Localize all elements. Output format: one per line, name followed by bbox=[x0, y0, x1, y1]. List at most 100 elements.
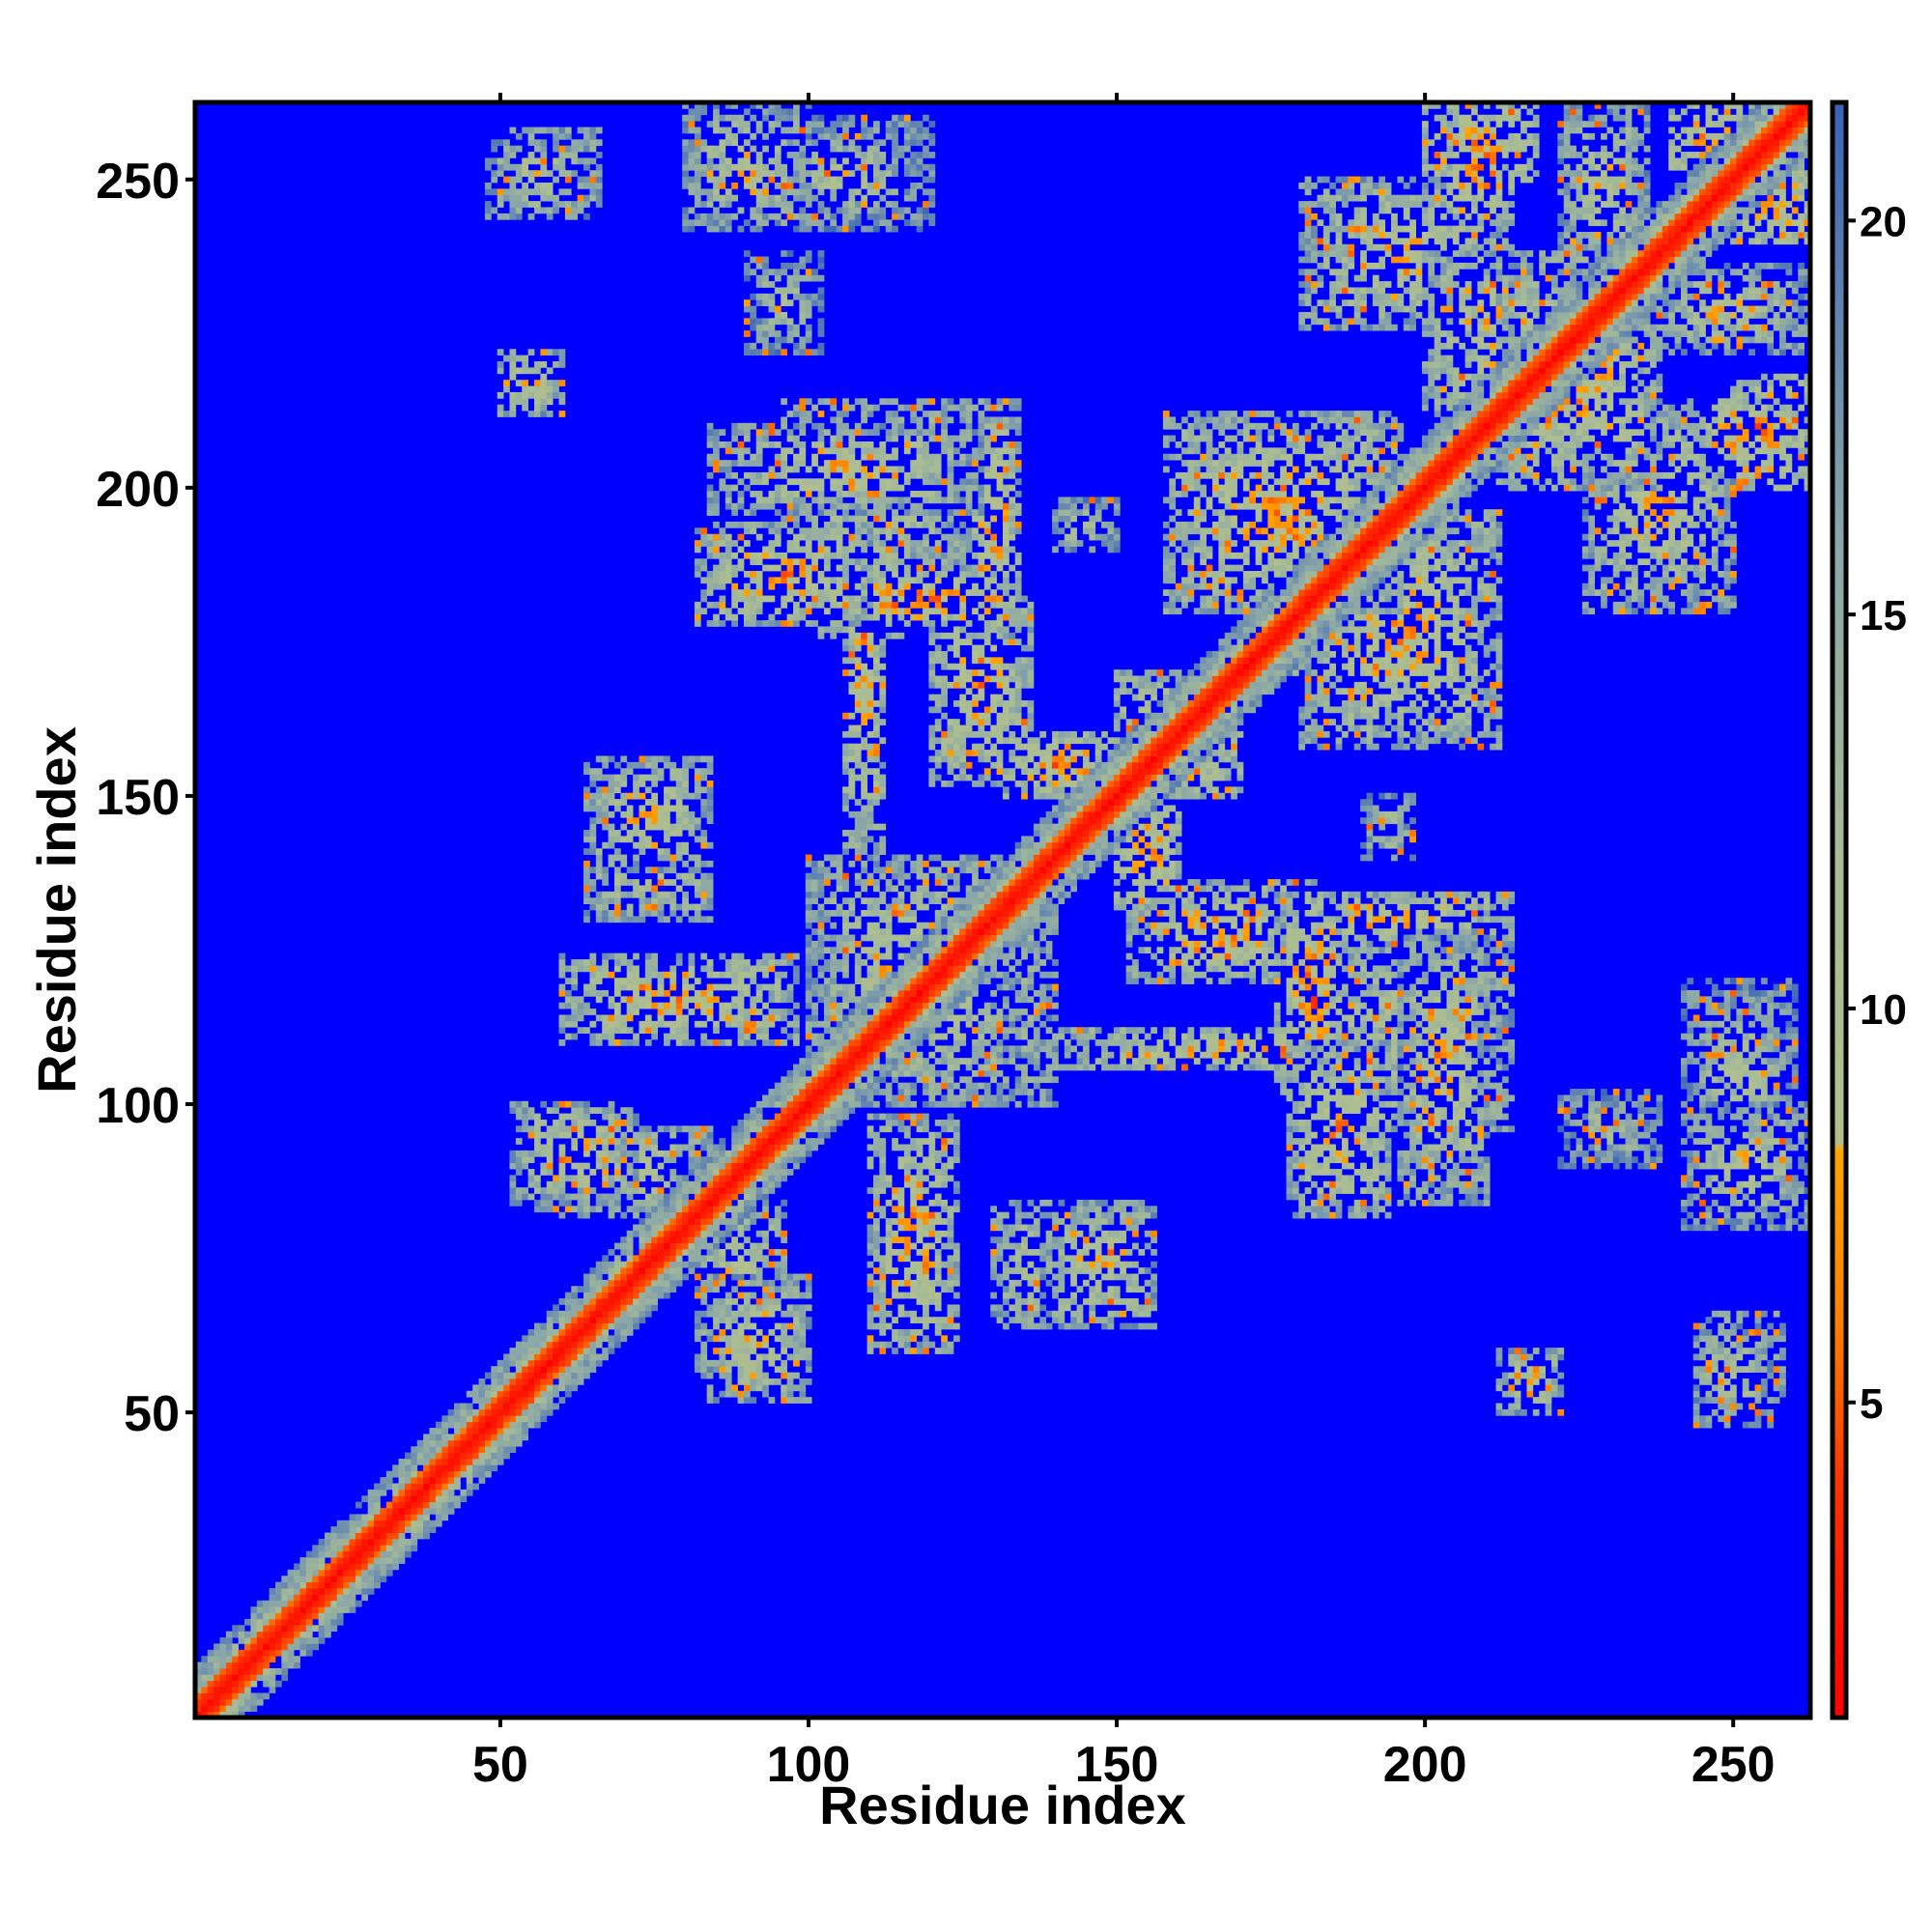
heatmap-cell bbox=[700, 577, 708, 584]
heatmap-cell bbox=[583, 1206, 590, 1213]
heatmap-cell bbox=[755, 1119, 763, 1126]
heatmap-cell bbox=[724, 971, 732, 979]
heatmap-cell bbox=[626, 1113, 634, 1121]
heatmap-cell bbox=[805, 478, 812, 486]
heatmap-cell bbox=[805, 502, 812, 510]
heatmap-cell bbox=[608, 1039, 615, 1046]
heatmap-cell bbox=[768, 1014, 776, 1022]
heatmap-cell bbox=[281, 1662, 289, 1669]
heatmap-cell bbox=[564, 213, 572, 220]
heatmap-cell bbox=[737, 521, 745, 528]
heatmap-cell bbox=[706, 201, 714, 208]
heatmap-cell bbox=[404, 1550, 412, 1558]
heatmap-cell bbox=[694, 540, 701, 547]
heatmap-cell bbox=[380, 1489, 387, 1496]
heatmap-cell bbox=[682, 1248, 689, 1256]
heatmap-cell bbox=[719, 1304, 726, 1312]
heatmap-cell bbox=[719, 152, 726, 158]
heatmap-cell bbox=[731, 983, 738, 991]
heatmap-cell bbox=[644, 903, 652, 911]
heatmap-cell bbox=[509, 1434, 517, 1441]
heatmap-cell bbox=[553, 127, 559, 134]
heatmap-cell bbox=[213, 1656, 220, 1662]
heatmap-cell bbox=[836, 478, 843, 486]
heatmap-cell bbox=[503, 1397, 510, 1404]
heatmap-cell bbox=[602, 1113, 609, 1121]
heatmap-cell bbox=[349, 1520, 356, 1527]
heatmap-cell bbox=[737, 1310, 745, 1318]
heatmap-cell bbox=[639, 1255, 646, 1263]
heatmap-cell bbox=[867, 903, 874, 911]
heatmap-cell bbox=[225, 1656, 233, 1662]
heatmap-cell bbox=[781, 1236, 788, 1244]
heatmap-cell bbox=[799, 152, 807, 158]
heatmap-cell bbox=[805, 971, 812, 979]
heatmap-cell bbox=[743, 1224, 751, 1232]
heatmap-cell bbox=[589, 1267, 597, 1274]
heatmap-cell bbox=[768, 1348, 776, 1354]
heatmap-cell bbox=[731, 484, 738, 492]
heatmap-cell bbox=[842, 916, 849, 923]
heatmap-cell bbox=[805, 1279, 812, 1287]
heatmap-cell bbox=[793, 952, 800, 960]
heatmap-cell bbox=[811, 595, 818, 603]
heatmap-cell bbox=[861, 466, 868, 473]
heatmap-cell bbox=[743, 595, 751, 603]
heatmap-cell bbox=[675, 1039, 683, 1046]
heatmap-cell bbox=[583, 836, 590, 843]
heatmap-cell bbox=[781, 336, 788, 344]
heatmap-cell bbox=[768, 1162, 776, 1170]
heatmap-cell bbox=[799, 429, 807, 437]
heatmap-cell bbox=[522, 1408, 529, 1416]
heatmap-cell bbox=[583, 1009, 590, 1015]
heatmap-cell bbox=[491, 1458, 498, 1465]
heatmap-cell bbox=[472, 1434, 479, 1441]
heatmap-cell bbox=[867, 491, 874, 497]
heatmap-cell bbox=[484, 188, 492, 196]
heatmap-cell bbox=[817, 577, 825, 584]
heatmap-cell bbox=[793, 102, 800, 109]
heatmap-cell bbox=[842, 527, 849, 535]
heatmap-cell bbox=[361, 1545, 369, 1552]
heatmap-cell bbox=[546, 1348, 554, 1354]
heatmap-cell bbox=[750, 608, 757, 615]
heatmap-cell bbox=[330, 1569, 338, 1577]
heatmap-cell bbox=[639, 1310, 646, 1318]
heatmap-cell bbox=[823, 872, 831, 880]
heatmap-cell bbox=[861, 1058, 868, 1065]
heatmap-cell bbox=[842, 792, 849, 800]
heatmap-cell bbox=[854, 219, 862, 227]
heatmap-cell bbox=[639, 1279, 646, 1287]
heatmap-cell bbox=[583, 879, 590, 886]
heatmap-cell bbox=[644, 823, 652, 831]
heatmap-cell bbox=[848, 225, 856, 233]
heatmap-cell bbox=[786, 491, 794, 497]
heatmap-cell bbox=[515, 132, 523, 140]
heatmap-cell bbox=[872, 952, 880, 960]
heatmap-cell bbox=[848, 841, 856, 849]
heatmap-cell bbox=[583, 1199, 590, 1207]
heatmap-cell bbox=[830, 497, 838, 504]
heatmap-cell bbox=[509, 163, 517, 171]
heatmap-cell bbox=[781, 108, 788, 116]
heatmap-cell bbox=[620, 1286, 628, 1293]
heatmap-cell bbox=[429, 1489, 437, 1496]
heatmap-cell bbox=[700, 1009, 708, 1015]
heatmap-cell bbox=[411, 1495, 418, 1503]
heatmap-cell bbox=[608, 1107, 615, 1114]
heatmap-cell bbox=[435, 1508, 442, 1515]
heatmap-cell bbox=[737, 533, 745, 541]
heatmap-cell bbox=[553, 1107, 559, 1114]
heatmap-cell bbox=[274, 1649, 282, 1657]
heatmap-cell bbox=[830, 947, 838, 954]
heatmap-cell bbox=[447, 1415, 455, 1423]
heatmap-cell bbox=[823, 1045, 831, 1053]
heatmap-cell bbox=[805, 996, 812, 1004]
heatmap-cell bbox=[799, 1113, 807, 1121]
heatmap-cell bbox=[263, 1692, 270, 1700]
heatmap-cell bbox=[867, 1100, 874, 1108]
heatmap-cell bbox=[781, 1230, 788, 1237]
heatmap-cell bbox=[299, 1643, 307, 1651]
heatmap-cell bbox=[602, 774, 609, 781]
heatmap-cell bbox=[527, 201, 535, 208]
